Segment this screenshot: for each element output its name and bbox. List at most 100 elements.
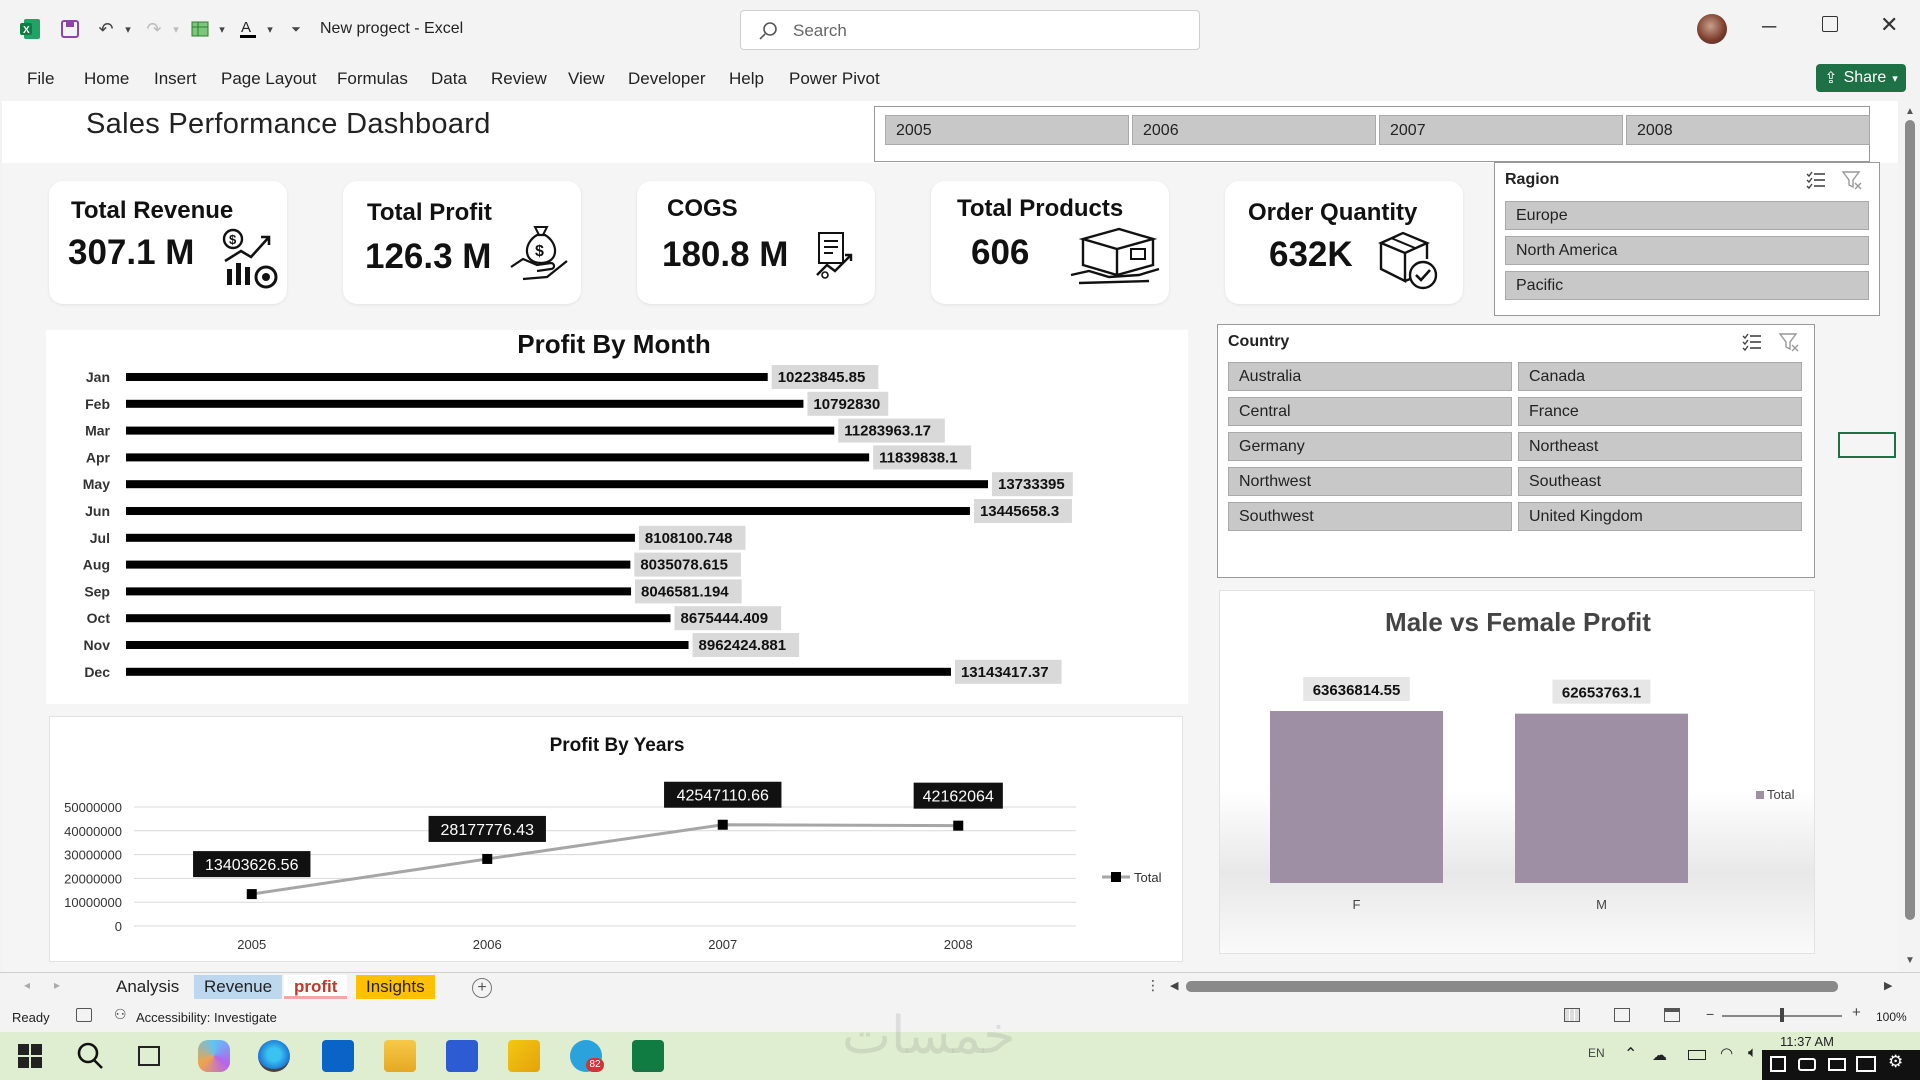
chevron-down-icon[interactable]: ▾ bbox=[173, 23, 179, 36]
font-color-icon[interactable]: A bbox=[236, 17, 260, 41]
prev-sheet-icon[interactable]: ◂ bbox=[24, 978, 31, 992]
file-explorer-icon[interactable] bbox=[384, 1040, 416, 1072]
zoom-slider-handle[interactable] bbox=[1780, 1008, 1784, 1022]
slicer-item-2008[interactable]: 2008 bbox=[1626, 115, 1870, 145]
status-ready: Ready bbox=[12, 1010, 50, 1025]
zoom-level[interactable]: 100% bbox=[1876, 1010, 1907, 1024]
power-bi-icon[interactable] bbox=[508, 1040, 540, 1072]
vertical-scrollbar[interactable]: ▲ ▼ bbox=[1900, 100, 1920, 972]
slicer-item-europe[interactable]: Europe bbox=[1505, 201, 1869, 230]
scroll-thumb[interactable] bbox=[1905, 120, 1915, 920]
slicer-item-united-kingdom[interactable]: United Kingdom bbox=[1518, 502, 1802, 531]
slicer-item-northwest[interactable]: Northwest bbox=[1228, 467, 1512, 496]
accessibility-status[interactable]: Accessibility: Investigate bbox=[136, 1010, 277, 1025]
normal-view-icon[interactable] bbox=[1564, 1008, 1580, 1022]
tab-insert[interactable]: Insert bbox=[154, 69, 197, 88]
data-label-bg bbox=[193, 851, 311, 878]
video-record-icon[interactable] bbox=[1828, 1058, 1846, 1071]
slicer-item-2007[interactable]: 2007 bbox=[1379, 115, 1623, 145]
multi-select-icon[interactable] bbox=[1805, 169, 1827, 191]
scroll-left-icon[interactable]: ◀ bbox=[1170, 980, 1179, 992]
sheet-tab-revenue[interactable]: Revenue bbox=[194, 975, 283, 999]
scroll-up-icon[interactable]: ▲ bbox=[1905, 106, 1915, 117]
tab-view[interactable]: View bbox=[568, 69, 605, 88]
excel-taskbar-icon[interactable] bbox=[632, 1040, 664, 1072]
sheet-tab-analysis[interactable]: Analysis bbox=[116, 977, 180, 996]
minimize-icon[interactable]: ─ bbox=[1762, 16, 1777, 38]
scroll-down-icon[interactable]: ▼ bbox=[1905, 955, 1915, 966]
slicer-item-pacific[interactable]: Pacific bbox=[1505, 271, 1869, 300]
undo-icon[interactable]: ↶ bbox=[98, 18, 114, 39]
slicer-item-central[interactable]: Central bbox=[1228, 397, 1512, 426]
tab-developer[interactable]: Developer bbox=[628, 69, 706, 88]
window-capture-icon[interactable] bbox=[1856, 1056, 1876, 1072]
active-cell[interactable] bbox=[1838, 432, 1896, 458]
avatar[interactable] bbox=[1697, 14, 1727, 44]
wifi-icon[interactable]: ◠ bbox=[1720, 1045, 1734, 1062]
multi-select-icon[interactable] bbox=[1741, 331, 1763, 353]
chevron-down-icon[interactable]: ▾ bbox=[267, 23, 273, 36]
edge-browser-icon[interactable] bbox=[258, 1040, 290, 1072]
restore-icon[interactable] bbox=[1822, 16, 1838, 32]
slicer-item-germany[interactable]: Germany bbox=[1228, 432, 1512, 461]
table-format-icon[interactable] bbox=[188, 17, 212, 41]
next-sheet-icon[interactable]: ▸ bbox=[54, 978, 61, 992]
tab-power-pivot[interactable]: Power Pivot bbox=[789, 69, 880, 88]
taskbar-search-icon[interactable] bbox=[76, 1042, 104, 1070]
clock-time[interactable]: 11:37 AM bbox=[1780, 1034, 1834, 1049]
chevron-up-icon[interactable]: ⌃ bbox=[1624, 1046, 1638, 1063]
volume-icon[interactable]: 🔈︎ bbox=[1748, 1044, 1758, 1061]
accessibility-icon[interactable]: ⚇ bbox=[114, 1006, 127, 1022]
slicer-item-north-america[interactable]: North America bbox=[1505, 236, 1869, 265]
tab-review[interactable]: Review bbox=[491, 69, 547, 88]
page-layout-view-icon[interactable] bbox=[1614, 1008, 1630, 1022]
tab-page-layout[interactable]: Page Layout bbox=[221, 69, 317, 88]
outlook-icon[interactable] bbox=[322, 1040, 354, 1072]
tab-file[interactable]: File bbox=[27, 69, 55, 88]
copilot-icon[interactable] bbox=[198, 1040, 230, 1072]
slicer-item-northeast[interactable]: Northeast bbox=[1518, 432, 1802, 461]
add-sheet-button[interactable]: + bbox=[472, 978, 492, 998]
more-options-icon[interactable]: ⋮ bbox=[1146, 977, 1160, 993]
screenshot-rect-icon[interactable] bbox=[1770, 1056, 1786, 1072]
sheet-tab-profit[interactable]: profit bbox=[284, 975, 348, 999]
horizontal-scroll-thumb[interactable] bbox=[1186, 981, 1838, 992]
tab-help[interactable]: Help bbox=[729, 69, 764, 88]
language-indicator[interactable]: EN bbox=[1588, 1046, 1605, 1060]
zoom-out-icon[interactable]: − bbox=[1706, 1006, 1715, 1022]
slicer-item-france[interactable]: France bbox=[1518, 397, 1802, 426]
slicer-item-southwest[interactable]: Southwest bbox=[1228, 502, 1512, 531]
microsoft-store-icon[interactable] bbox=[446, 1040, 478, 1072]
slicer-item-australia[interactable]: Australia bbox=[1228, 362, 1512, 391]
share-button[interactable]: ⇪ Share ▾ bbox=[1816, 64, 1906, 92]
redo-icon[interactable]: ↷ bbox=[146, 18, 162, 39]
clear-filter-icon[interactable] bbox=[1841, 169, 1863, 191]
slicer-item-2005[interactable]: 2005 bbox=[885, 115, 1129, 145]
save-icon[interactable] bbox=[58, 17, 82, 41]
battery-icon[interactable] bbox=[1688, 1050, 1706, 1060]
clear-filter-icon[interactable] bbox=[1778, 331, 1800, 353]
cloud-offline-icon[interactable]: ☁ bbox=[1652, 1047, 1667, 1064]
tab-formulas[interactable]: Formulas bbox=[337, 69, 408, 88]
chevron-down-icon[interactable]: ▾ bbox=[219, 23, 225, 36]
tab-home[interactable]: Home bbox=[84, 69, 130, 88]
close-icon[interactable]: ✕ bbox=[1880, 12, 1899, 37]
slicer-item-southeast[interactable]: Southeast bbox=[1518, 467, 1802, 496]
tab-data[interactable]: Data bbox=[431, 69, 467, 88]
settings-gear-icon[interactable]: ⚙ bbox=[1888, 1052, 1904, 1071]
windows-start-icon[interactable] bbox=[18, 1044, 42, 1068]
page-break-view-icon[interactable] bbox=[1664, 1008, 1680, 1022]
search-input[interactable]: Search bbox=[740, 10, 1200, 50]
sheet-tab-insights[interactable]: Insights bbox=[356, 975, 435, 999]
customize-toolbar-icon[interactable]: ⏷ bbox=[291, 21, 301, 36]
macro-record-icon[interactable] bbox=[76, 1008, 92, 1022]
camera-icon[interactable] bbox=[1798, 1058, 1816, 1071]
month-tick-label: Sep bbox=[84, 583, 110, 599]
task-view-icon[interactable] bbox=[138, 1046, 160, 1066]
zoom-in-icon[interactable]: + bbox=[1852, 1004, 1861, 1021]
slicer-item-2006[interactable]: 2006 bbox=[1132, 115, 1376, 145]
scroll-right-icon[interactable]: ▶ bbox=[1884, 980, 1893, 992]
country-slicer: Country Australia Canada Central France … bbox=[1217, 324, 1815, 578]
slicer-item-canada[interactable]: Canada bbox=[1518, 362, 1802, 391]
chevron-down-icon[interactable]: ▾ bbox=[125, 23, 131, 36]
